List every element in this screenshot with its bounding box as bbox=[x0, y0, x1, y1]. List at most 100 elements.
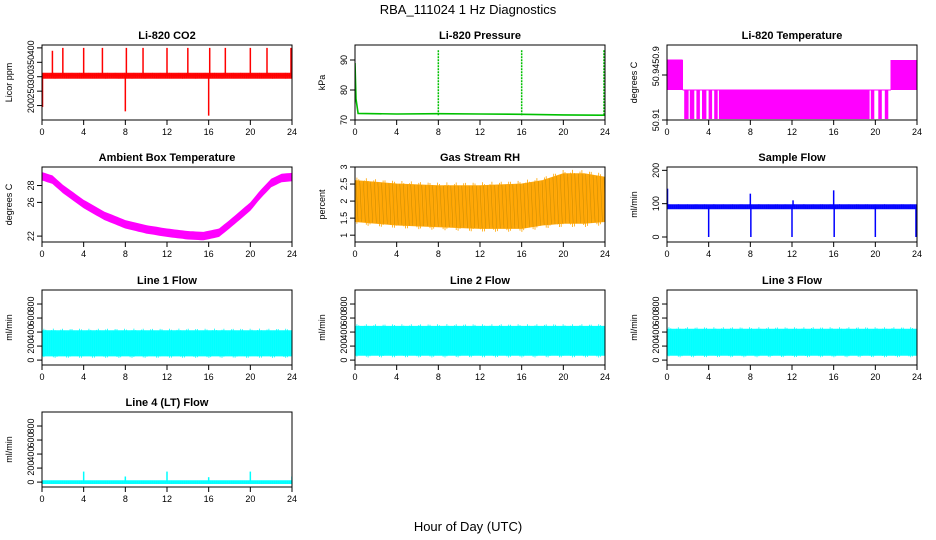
y-tick-label: 80 bbox=[339, 85, 349, 95]
panel-5: Gas Stream RH 0 4 8 12 16 20 24 1 1.5 2 2.5 3 percent bbox=[317, 152, 610, 259]
y-tick-label: 0 bbox=[651, 358, 661, 363]
plot-area bbox=[355, 324, 605, 358]
x-tick-label: 12 bbox=[162, 372, 172, 382]
y-tick-label: 400 bbox=[339, 325, 349, 340]
y-tick-label: 400 bbox=[651, 325, 661, 340]
panel-6: Sample Flow 0 4 8 12 16 20 24 0 100 200 ml/min bbox=[629, 152, 922, 259]
x-tick-label: 0 bbox=[352, 372, 357, 382]
x-tick-label: 12 bbox=[475, 249, 485, 259]
x-tick-label: 20 bbox=[870, 127, 880, 137]
x-tick-label: 8 bbox=[748, 372, 753, 382]
y-tick-label: 90 bbox=[339, 55, 349, 65]
panel-2: Li-820 Pressure 0 4 8 12 16 20 24 70 80 90 kPa bbox=[317, 30, 610, 137]
panel-title: Li-820 Temperature bbox=[742, 30, 843, 42]
x-tick-label: 8 bbox=[748, 249, 753, 259]
x-tick-label: 20 bbox=[245, 494, 255, 504]
y-tick-label: 1 bbox=[339, 233, 349, 238]
panel-10: Line 4 (LT) Flow 0 4 8 12 16 20 24 0 200400600800… bbox=[4, 397, 297, 504]
panel-title: Sample Flow bbox=[758, 152, 826, 164]
y-tick-label: 22 bbox=[26, 231, 36, 241]
y-axis-label: ml/min bbox=[317, 314, 327, 341]
y-tick-label: 100 bbox=[651, 196, 661, 211]
panel-title: Line 4 (LT) Flow bbox=[126, 397, 209, 409]
panel-title: Ambient Box Temperature bbox=[99, 152, 236, 164]
x-tick-label: 0 bbox=[664, 372, 669, 382]
x-tick-label: 24 bbox=[912, 372, 922, 382]
x-tick-label: 12 bbox=[787, 372, 797, 382]
panel-3: Li-820 Temperature 0 4 8 12 16 20 24 50.91 50.945… bbox=[629, 30, 922, 137]
plot-area bbox=[355, 169, 605, 232]
y-tick-label: 800 bbox=[339, 297, 349, 312]
x-tick-label: 0 bbox=[664, 249, 669, 259]
x-tick-label: 24 bbox=[600, 372, 610, 382]
data-noise bbox=[667, 327, 917, 358]
x-tick-label: 8 bbox=[436, 127, 441, 137]
x-tick-label: 8 bbox=[123, 127, 128, 137]
x-tick-label: 12 bbox=[475, 127, 485, 137]
x-tick-label: 0 bbox=[39, 249, 44, 259]
figure-xlabel: Hour of Day (UTC) bbox=[414, 519, 522, 534]
panel-title: Line 1 Flow bbox=[137, 275, 197, 287]
plot-area bbox=[667, 188, 917, 237]
y-tick-label: 2.5 bbox=[339, 178, 349, 191]
x-tick-label: 8 bbox=[436, 249, 441, 259]
x-tick-label: 20 bbox=[558, 249, 568, 259]
y-tick-label: 200 bbox=[26, 461, 36, 476]
x-tick-label: 8 bbox=[436, 372, 441, 382]
x-tick-label: 12 bbox=[162, 127, 172, 137]
y-axis-label: ml/min bbox=[4, 436, 14, 463]
x-tick-label: 4 bbox=[706, 372, 711, 382]
y-tick-label: 600 bbox=[26, 433, 36, 448]
y-tick-label: 200 bbox=[26, 339, 36, 354]
x-tick-label: 0 bbox=[39, 494, 44, 504]
x-tick-label: 20 bbox=[870, 372, 880, 382]
y-tick-label: 28 bbox=[26, 181, 36, 191]
x-tick-label: 16 bbox=[204, 494, 214, 504]
y-tick-label: 50.91 bbox=[651, 109, 661, 132]
y-tick-label: 3 bbox=[339, 164, 349, 169]
x-tick-label: 12 bbox=[787, 127, 797, 137]
x-tick-label: 4 bbox=[81, 372, 86, 382]
y-tick-label: 250 bbox=[26, 84, 36, 99]
y-tick-label: 600 bbox=[339, 311, 349, 326]
plot-area bbox=[355, 49, 605, 116]
y-axis-label: percent bbox=[317, 189, 327, 220]
x-tick-label: 0 bbox=[664, 127, 669, 137]
x-tick-label: 16 bbox=[204, 249, 214, 259]
y-tick-label: 200 bbox=[651, 163, 661, 178]
x-tick-label: 4 bbox=[706, 249, 711, 259]
y-axis-label: degrees C bbox=[4, 183, 14, 225]
x-tick-label: 8 bbox=[748, 127, 753, 137]
panel-title: Line 2 Flow bbox=[450, 275, 510, 287]
y-tick-label: 0 bbox=[26, 358, 36, 363]
x-tick-label: 0 bbox=[39, 372, 44, 382]
y-tick-label: 0 bbox=[339, 358, 349, 363]
x-tick-label: 4 bbox=[81, 127, 86, 137]
y-tick-label: 0 bbox=[26, 480, 36, 485]
y-tick-label: 200 bbox=[339, 339, 349, 354]
panel-title: Li-820 Pressure bbox=[439, 30, 521, 42]
x-tick-label: 12 bbox=[475, 372, 485, 382]
y-tick-label: 400 bbox=[26, 40, 36, 55]
x-tick-label: 20 bbox=[245, 372, 255, 382]
data-noise bbox=[355, 169, 605, 232]
x-tick-label: 0 bbox=[39, 127, 44, 137]
y-tick-label: 400 bbox=[26, 325, 36, 340]
panel-title: Line 3 Flow bbox=[762, 275, 822, 287]
x-tick-label: 16 bbox=[204, 372, 214, 382]
plot-area bbox=[667, 59, 917, 119]
y-tick-label: 300 bbox=[26, 69, 36, 84]
x-tick-label: 16 bbox=[829, 372, 839, 382]
x-tick-label: 12 bbox=[162, 494, 172, 504]
x-tick-label: 20 bbox=[558, 372, 568, 382]
y-tick-label: 50.94 bbox=[651, 64, 661, 87]
y-tick-label: 70 bbox=[339, 115, 349, 125]
x-tick-label: 24 bbox=[287, 249, 297, 259]
plot-area bbox=[42, 328, 292, 358]
y-tick-label: 200 bbox=[26, 98, 36, 113]
x-tick-label: 20 bbox=[558, 127, 568, 137]
